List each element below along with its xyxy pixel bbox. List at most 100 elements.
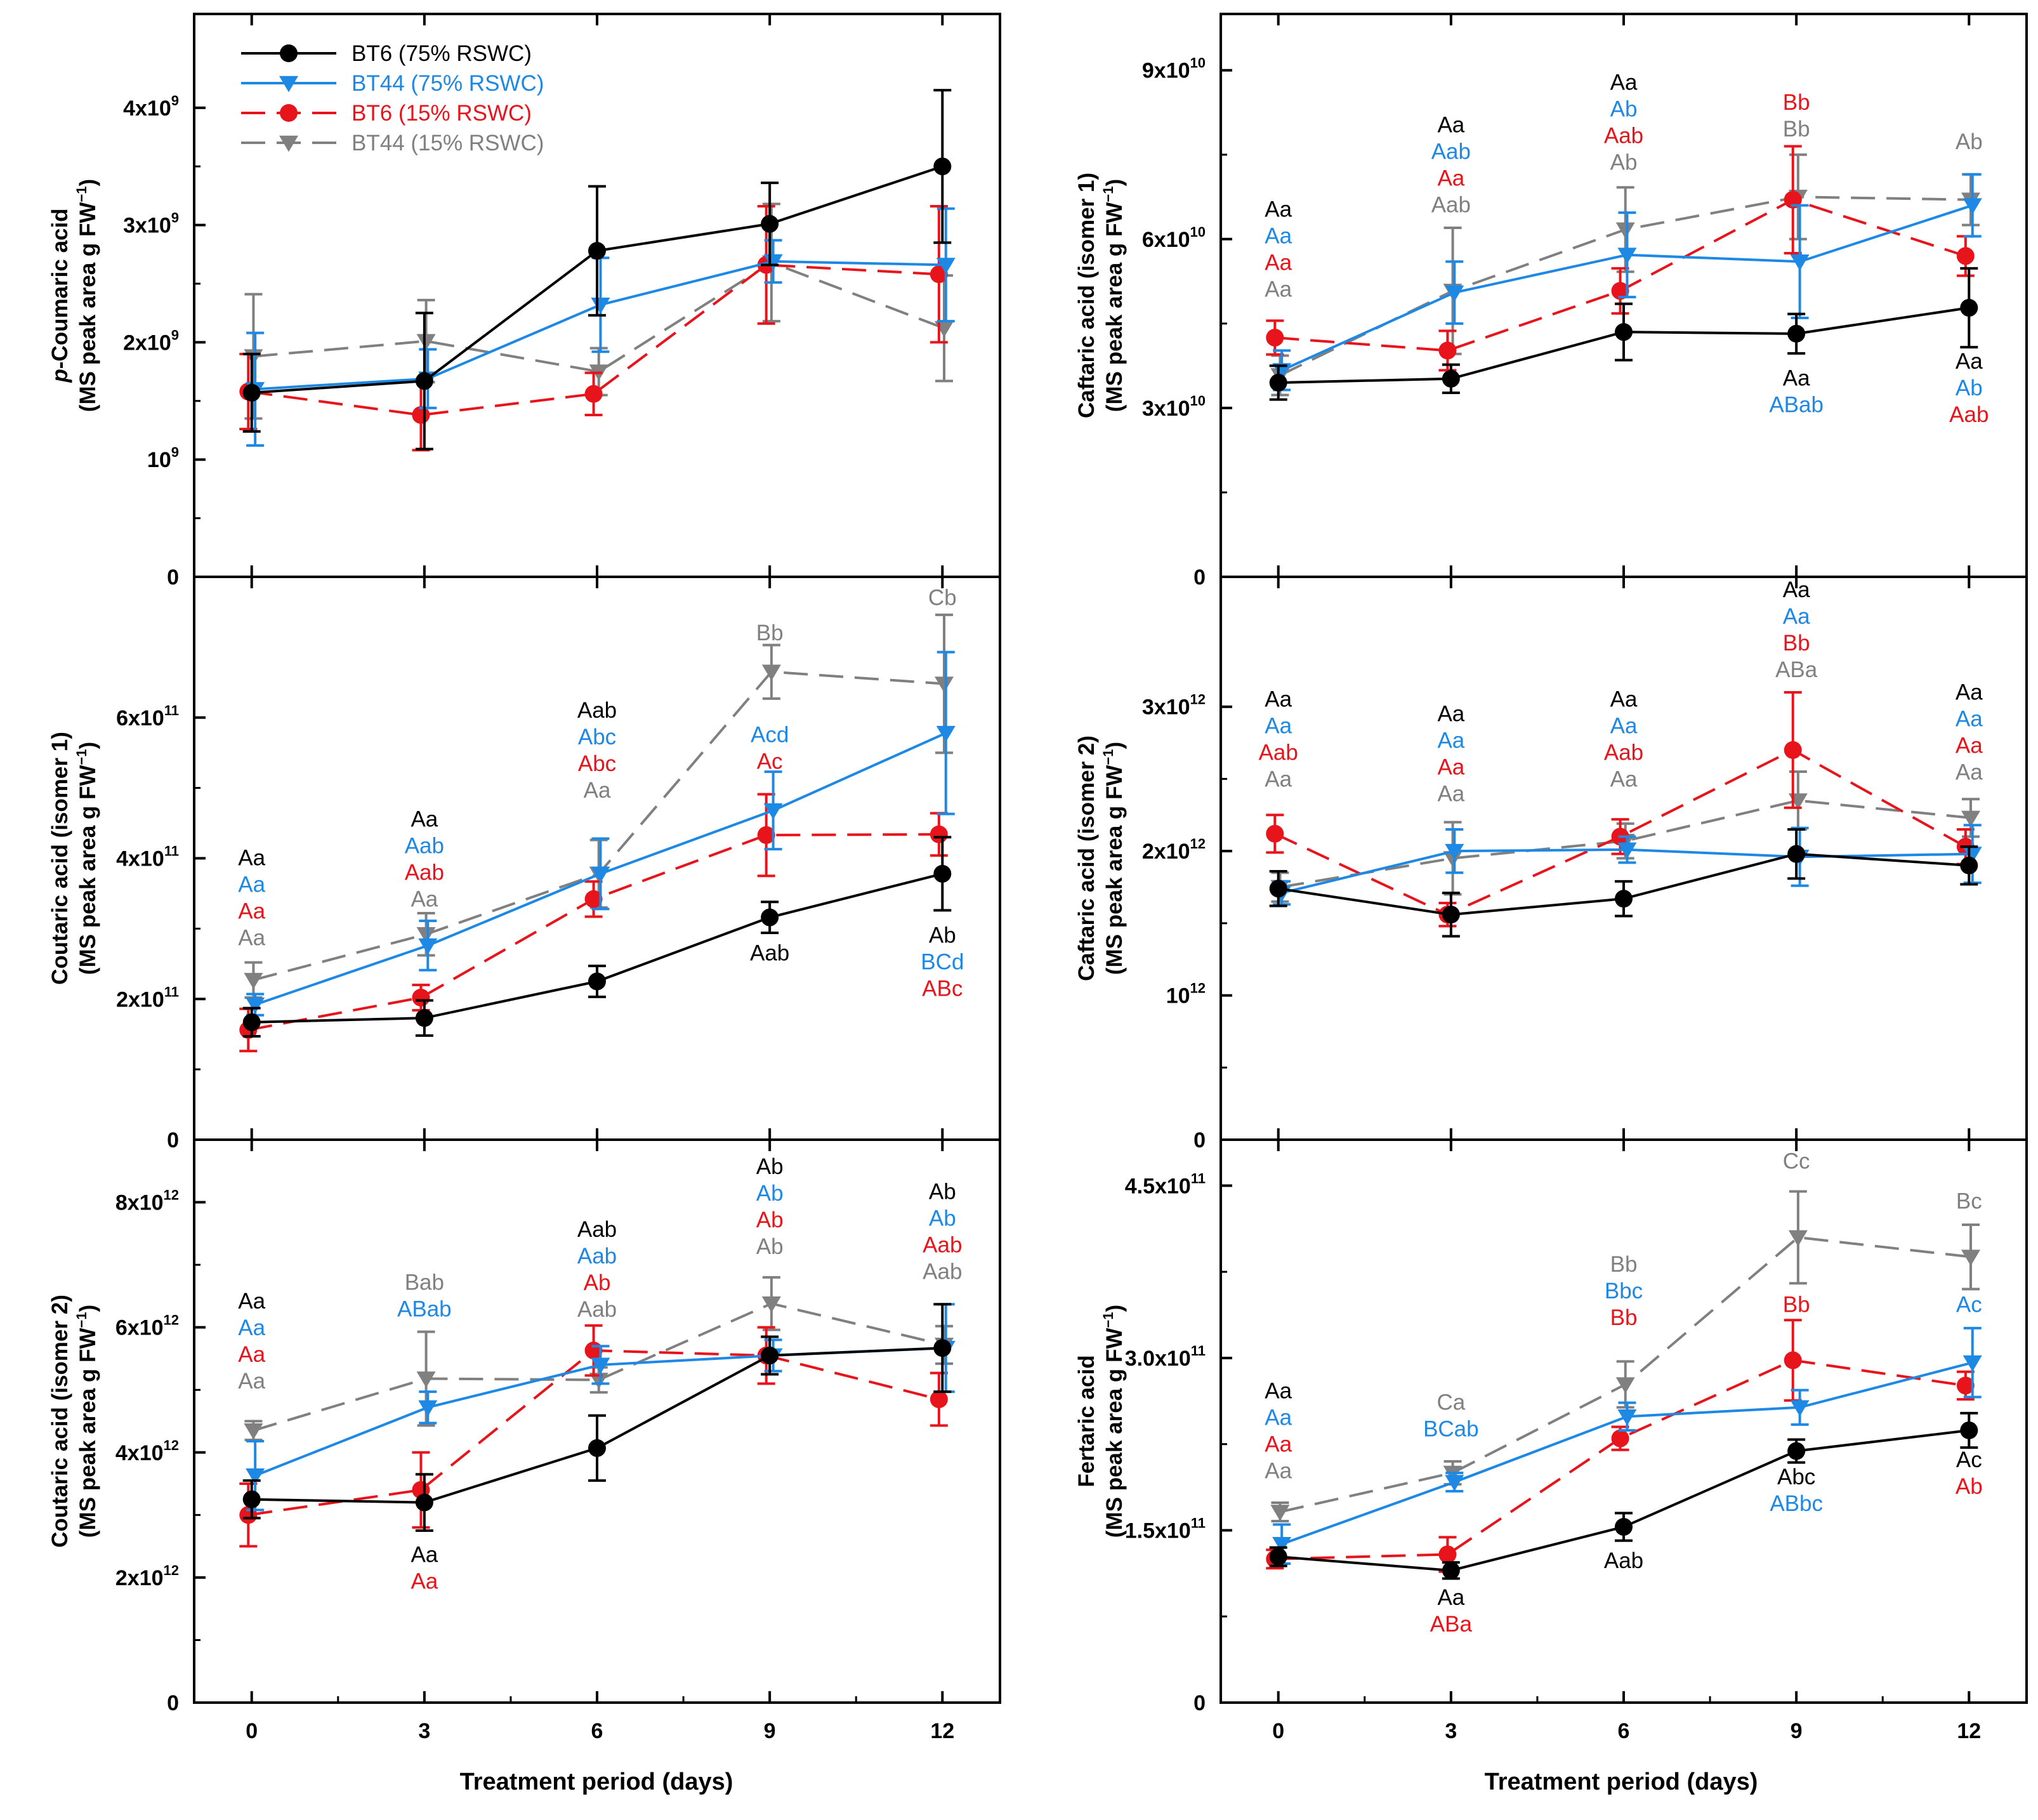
data-point xyxy=(1442,1561,1460,1579)
data-point xyxy=(1790,1400,1810,1417)
y-tick-mantissa: 10 xyxy=(1166,984,1190,1008)
data-point xyxy=(416,926,436,944)
legend-marker xyxy=(280,44,298,62)
data-point xyxy=(591,1357,610,1375)
data-point xyxy=(761,214,779,233)
x-tick-label: 9 xyxy=(1791,1719,1803,1743)
y-unit-text: (MS peak area g FW xyxy=(1102,765,1127,975)
data-point xyxy=(246,997,265,1014)
data-point xyxy=(591,866,610,883)
data-point xyxy=(1790,254,1810,271)
y-axis-label: Caftaric acid (isomer 2) xyxy=(1074,735,1099,981)
data-point xyxy=(591,298,610,314)
significance-letter: ABa xyxy=(1775,657,1818,682)
data-point xyxy=(415,1009,433,1027)
data-point xyxy=(244,973,263,989)
legend-marker xyxy=(279,76,298,93)
significance-letter: Aa xyxy=(1956,733,1983,758)
significance-letter: Aa xyxy=(1265,277,1292,301)
y-unit-exponent: −1 xyxy=(1100,1312,1116,1328)
data-point xyxy=(1611,1429,1629,1447)
significance-letter: Abc xyxy=(578,751,616,776)
data-point xyxy=(588,1439,606,1457)
significance-letter: Cc xyxy=(1783,1149,1810,1173)
significance-letter: Aa xyxy=(1437,755,1464,779)
data-point xyxy=(1962,847,1982,863)
significance-letter: Aa xyxy=(1783,577,1810,602)
significance-letter: Aa xyxy=(1437,1585,1464,1610)
series-line xyxy=(253,1302,945,1432)
data-point xyxy=(588,242,606,260)
y-tick-label: 0 xyxy=(1193,1691,1206,1715)
y-tick-label: 6x1010 xyxy=(1142,224,1206,252)
significance-letter: Aab xyxy=(1431,192,1471,217)
y-axis-label: Coutaric acid (isomer 2) xyxy=(48,1295,72,1548)
significance-letter: Aa xyxy=(1610,687,1638,712)
y-tick-mantissa: 4.5x10 xyxy=(1125,1174,1191,1198)
significance-letter: Bb xyxy=(1783,631,1810,656)
legend-label: BT44 (75% RSWC) xyxy=(352,71,544,96)
data-point xyxy=(1956,1376,1975,1395)
y-axis-label: Caftaric acid (isomer 1) xyxy=(1074,173,1099,418)
legend-label: BT6 (75% RSWC) xyxy=(352,41,532,66)
significance-letter: Bab xyxy=(405,1270,444,1295)
series-line xyxy=(248,263,939,417)
significance-letter: Aa xyxy=(1265,1405,1292,1430)
x-tick-label: 12 xyxy=(930,1719,954,1743)
significance-letter: Aa xyxy=(1610,70,1638,95)
data-point xyxy=(763,254,783,271)
significance-letter: Acd xyxy=(751,723,789,748)
y-tick-label: 1012 xyxy=(1166,980,1206,1008)
significance-letter: Aa xyxy=(1783,604,1810,629)
data-point xyxy=(1615,890,1633,908)
significance-letter: Aab xyxy=(577,698,617,723)
significance-letter: Aa xyxy=(238,1369,265,1394)
significance-letter: ABa xyxy=(1430,1612,1473,1637)
significance-letter: Aa xyxy=(238,899,265,924)
y-tick-exponent: 9 xyxy=(171,444,179,460)
data-point xyxy=(244,349,263,366)
y-tick-label: 3x109 xyxy=(123,210,179,238)
x-tick-label: 0 xyxy=(1272,1719,1284,1743)
data-point xyxy=(1269,1548,1287,1566)
y-unit-close: ) xyxy=(76,179,100,187)
significance-letter: Aab xyxy=(405,834,444,859)
significance-letter: Aab xyxy=(1604,1548,1643,1573)
significance-letter: Aa xyxy=(1610,767,1638,792)
y-tick-label: 0 xyxy=(167,1128,179,1152)
significance-letter: Ab xyxy=(1956,129,1983,154)
data-point xyxy=(418,1400,438,1417)
y-tick-label: 109 xyxy=(147,444,179,472)
y-unit-text: (MS peak area g FW xyxy=(76,202,100,412)
significance-letter: Ab xyxy=(756,1181,784,1206)
y-unit-exponent: −1 xyxy=(1100,749,1116,765)
significance-letter: Aab xyxy=(1431,139,1471,164)
significance-letter: Aab xyxy=(1604,741,1643,765)
data-point xyxy=(1787,324,1806,343)
data-point xyxy=(935,676,954,693)
data-point xyxy=(761,1347,779,1365)
significance-letter: Bbc xyxy=(1605,1279,1643,1303)
y-axis-unit: (MS peak area g FW−1) xyxy=(1100,179,1127,412)
data-point xyxy=(1615,1377,1635,1394)
data-point xyxy=(1442,369,1460,388)
significance-letter: Ab xyxy=(1610,97,1638,122)
data-point xyxy=(1962,1355,1982,1372)
significance-letter: Abc xyxy=(1777,1465,1815,1489)
significance-letter: Aab xyxy=(1949,402,1989,427)
data-point xyxy=(1788,1230,1808,1247)
series-1 xyxy=(246,1303,956,1512)
significance-letter: Aab xyxy=(750,940,789,965)
significance-letter: Aab xyxy=(405,861,444,885)
data-point xyxy=(1615,323,1633,341)
significance-letter: Aa xyxy=(1610,714,1638,739)
y-tick-label: 2x1011 xyxy=(116,984,179,1012)
data-point xyxy=(1269,373,1287,392)
significance-letter: Ca xyxy=(1436,1390,1465,1414)
data-point xyxy=(1787,845,1806,863)
significance-letter: Aa xyxy=(584,778,611,803)
y-unit-exponent: −1 xyxy=(1100,186,1116,202)
series-0 xyxy=(242,836,952,1038)
data-point xyxy=(757,826,775,844)
significance-letter: Aab xyxy=(1259,741,1298,765)
